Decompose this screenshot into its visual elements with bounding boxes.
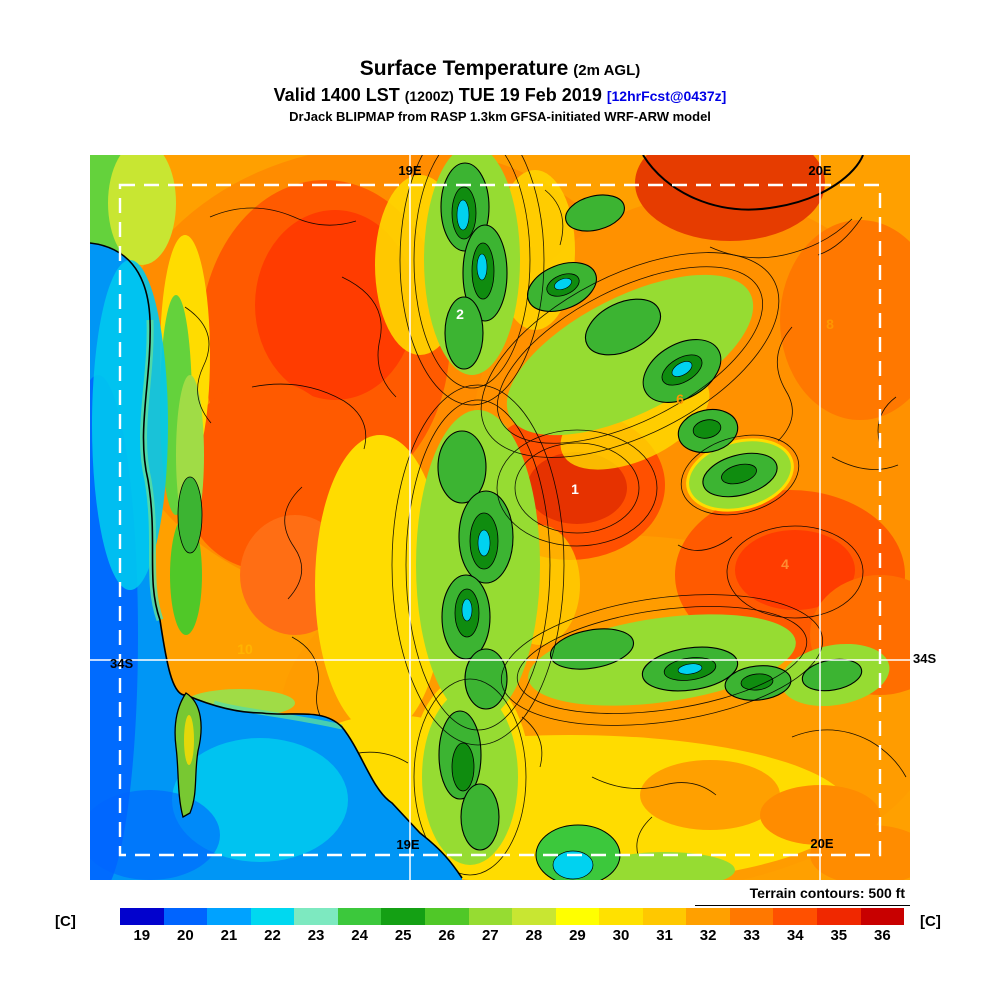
- colorbar-swatch-25: [381, 908, 425, 925]
- colorbar-segment-34: 34: [773, 908, 817, 944]
- colorbar-value-31: 31: [656, 927, 673, 944]
- colorbar-value-33: 33: [743, 927, 760, 944]
- colorbar-segment-23: 23: [294, 908, 338, 944]
- colorbar-value-35: 35: [830, 927, 848, 944]
- map-area: 19E 20E 34S 19E 20E 1 2 4 6 8 10: [90, 155, 910, 880]
- colorbar-segment-30: 30: [599, 908, 643, 944]
- colorbar-swatch-28: [512, 908, 556, 925]
- terrain-note-underline: [695, 905, 910, 906]
- colorbar-value-32: 32: [699, 927, 717, 944]
- valid-time-line: Valid 1400 LST (1200Z) TUE 19 Feb 2019 […: [0, 84, 1000, 107]
- grid-label-layer: 19E 20E 34S 19E 20E: [110, 163, 834, 852]
- latitude-label-right: 34S: [913, 651, 937, 666]
- model-attribution-line: DrJack BLIPMAP from RASP 1.3km GFSA-init…: [289, 108, 711, 124]
- colorbar-segment-25: 25: [381, 908, 425, 944]
- valid-time-date: TUE 19 Feb 2019: [453, 85, 607, 106]
- colorbar-swatch-27: [468, 908, 513, 925]
- colorbar-swatch-34: [773, 908, 817, 925]
- colorbar-value-22: 22: [264, 927, 281, 944]
- colorbar-unit-right: [C]: [920, 913, 941, 930]
- colorbar-swatch-36: [860, 908, 905, 925]
- colorbar-value-21: 21: [220, 927, 238, 944]
- terrain-contours-note: Terrain contours: 500 ft: [749, 885, 905, 901]
- colorbar-value-34: 34: [786, 927, 804, 944]
- valid-time-prefix: Valid 1400 LST: [273, 85, 405, 106]
- forecast-offset: [12hrFcst@0437z]: [606, 88, 727, 105]
- colorbar-segment-26: 26: [424, 908, 469, 944]
- colorbar-swatch-30: [599, 908, 643, 925]
- mountain-ridges-cool-zones: [177, 155, 890, 865]
- colorbar-segment-19: 19: [120, 908, 164, 944]
- colorbar-segment-24: 24: [337, 908, 382, 944]
- colorbar-value-36: 36: [874, 927, 891, 944]
- colorbar-value-26: 26: [438, 927, 456, 944]
- plot-title: Surface Temperature (2m AGL): [0, 56, 1000, 82]
- grid-label-20e: 20E: [810, 836, 833, 851]
- colorbar-swatch-23: [294, 908, 338, 925]
- colorbar-value-24: 24: [351, 927, 368, 944]
- colorbar-segment-35: 35: [817, 908, 861, 944]
- colorbar-segment-20: 20: [163, 908, 208, 944]
- waypoint-marker-2: 2: [456, 306, 464, 322]
- colorbar-value-19: 19: [133, 927, 151, 944]
- latlon-grid-lines: [90, 155, 910, 880]
- colorbar-value-20: 20: [177, 927, 194, 944]
- colorbar-value-27: 27: [481, 927, 499, 944]
- plot-title-text: Surface Temperature: [359, 57, 569, 80]
- temperature-colorbar: 19 20 21 22 23 24 25 26 27 28 29 30 31 32 33 34 35 36: [120, 908, 905, 944]
- coastline: [90, 242, 463, 879]
- waypoint-marker-6: 6: [676, 391, 684, 407]
- colorbar-segment-32: 32: [686, 908, 730, 944]
- waypoint-marker-4: 4: [781, 556, 789, 572]
- colorbar-swatch-20: [163, 908, 208, 925]
- waypoint-marker-1: 1: [571, 481, 579, 497]
- colorbar-segment-28: 28: [512, 908, 556, 944]
- colorbar-segment-22: 22: [250, 908, 295, 944]
- bold-contour-top-right: [642, 155, 864, 211]
- colorbar-swatch-33: [729, 908, 774, 925]
- grid-label-19e: 19E: [396, 837, 419, 852]
- colorbar-value-23: 23: [307, 927, 325, 944]
- colorbar-swatch-26: [424, 908, 469, 925]
- colorbar-swatch-32: [686, 908, 730, 925]
- colorbar-segment-27: 27: [468, 908, 513, 944]
- plot-title-suffix: (2m AGL): [573, 62, 641, 79]
- cape-peninsula: [174, 692, 202, 818]
- terrain-contour-lines: [184, 155, 907, 876]
- waypoint-marker-layer: 1 2 4 6 8 10: [237, 306, 834, 657]
- south-coast-cool-patch: [535, 824, 735, 880]
- colorbar-segment-31: 31: [642, 908, 687, 944]
- surface-temperature-map: 19E 20E 34S 19E 20E 1 2 4 6 8 10: [90, 155, 910, 880]
- colorbar-segment-29: 29: [555, 908, 600, 944]
- grid-label-19e: 19E: [398, 163, 421, 178]
- colorbar-segment-33: 33: [729, 908, 774, 944]
- colorbar-value-28: 28: [525, 927, 543, 944]
- valid-time-zulu: (1200Z): [404, 88, 454, 105]
- colorbar-value-30: 30: [612, 927, 630, 944]
- colorbar-swatch-19: [120, 908, 164, 925]
- colorbar-swatch-29: [555, 908, 600, 925]
- grid-label-20e: 20E: [808, 163, 831, 178]
- colorbar-value-25: 25: [394, 927, 412, 944]
- plot-header: Surface Temperature (2m AGL) Valid 1400 L…: [0, 56, 1000, 125]
- colorbar-segment-21: 21: [207, 908, 251, 944]
- colorbar-swatch-31: [642, 908, 687, 925]
- colorbar-swatch-24: [337, 908, 382, 925]
- colorbar-swatch-21: [207, 908, 251, 925]
- colorbar-value-29: 29: [569, 927, 586, 944]
- colorbar-unit-left: [C]: [55, 913, 76, 930]
- domain-boundary-dashed: [118, 183, 882, 857]
- grid-label-34s: 34S: [110, 656, 133, 671]
- waypoint-marker-10: 10: [237, 641, 253, 657]
- colorbar-segment-36: 36: [860, 908, 905, 944]
- colorbar-swatch-35: [817, 908, 861, 925]
- waypoint-marker-8: 8: [826, 316, 834, 332]
- colorbar-swatch-22: [250, 908, 295, 925]
